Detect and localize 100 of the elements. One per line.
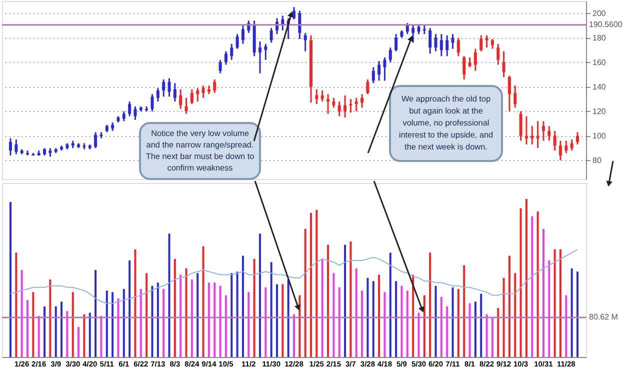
bar	[140, 288, 142, 357]
candlestick	[134, 106, 137, 121]
bar	[344, 244, 346, 357]
candlestick	[168, 77, 171, 98]
bar	[117, 298, 120, 357]
candlestick	[218, 59, 222, 74]
candlestick	[224, 50, 228, 66]
candlestick	[179, 88, 182, 110]
candlestick	[490, 38, 494, 50]
candlestick	[320, 90, 324, 102]
bar	[54, 306, 57, 357]
bar	[406, 290, 408, 357]
bar	[112, 292, 114, 357]
bar	[446, 306, 448, 357]
bar	[293, 314, 295, 357]
bar	[520, 208, 522, 357]
bar	[536, 211, 539, 357]
bar	[559, 249, 562, 357]
bar	[219, 286, 222, 357]
bar	[49, 279, 52, 357]
bar	[570, 268, 573, 357]
candlestick	[440, 33, 443, 57]
bar	[128, 260, 131, 357]
bar	[236, 272, 238, 357]
candlestick	[519, 110, 522, 142]
bar	[304, 228, 306, 357]
annotation: We approach the old top but again look at the volume, no professional interest to the upside, and the next week is down.	[398, 94, 494, 152]
bar	[134, 249, 136, 357]
candlestick	[190, 88, 194, 105]
candlestick	[236, 33, 239, 50]
annotation: Notice the very low volume and the narrow range/spread. The next bar must be down to confirm weakness	[146, 128, 255, 172]
bar	[542, 228, 544, 357]
bar	[10, 202, 12, 357]
candlestick	[548, 125, 551, 142]
candlestick	[14, 138, 18, 155]
bar	[208, 282, 210, 357]
y-tick-label: 140	[592, 82, 606, 92]
y-tick-label: 180	[592, 33, 606, 42]
candlestick	[576, 131, 579, 146]
bar	[525, 198, 528, 357]
candlestick	[150, 93, 154, 112]
candlestick	[474, 48, 477, 72]
candlestick	[417, 24, 420, 35]
bar	[457, 288, 460, 357]
candlestick	[162, 78, 166, 98]
bar	[372, 281, 374, 357]
candlestick	[338, 100, 341, 117]
candlestick	[451, 33, 454, 50]
bar	[440, 296, 442, 357]
bar	[321, 258, 324, 357]
bar	[434, 286, 437, 357]
bar	[332, 273, 335, 357]
candlestick	[270, 27, 273, 44]
bar	[248, 292, 250, 357]
candlestick	[434, 33, 438, 52]
bar	[78, 326, 80, 357]
bar	[162, 288, 165, 357]
candlestick	[564, 140, 568, 154]
bar	[474, 302, 476, 357]
bar	[554, 249, 556, 357]
bar	[156, 282, 159, 357]
bar	[196, 273, 199, 357]
bar	[361, 290, 364, 357]
bar	[190, 279, 193, 357]
candlestick	[196, 87, 200, 102]
bar	[44, 306, 46, 357]
bar	[168, 234, 170, 357]
candlestick	[156, 87, 160, 102]
bar	[480, 294, 482, 357]
candlestick	[468, 56, 472, 68]
candlestick	[558, 140, 562, 162]
y-tick-label: 160	[592, 58, 606, 67]
bar	[15, 252, 18, 357]
candlestick	[508, 75, 511, 112]
candlestick	[406, 22, 409, 35]
bar	[287, 279, 290, 357]
candlestick	[304, 32, 307, 52]
y-tick-label: 80	[592, 156, 602, 165]
y-tick-label: 120	[592, 106, 606, 116]
y-tick-label: 200	[592, 8, 606, 18]
bar	[468, 303, 471, 357]
bar	[26, 300, 29, 357]
candlestick	[496, 43, 500, 66]
candlestick	[202, 84, 205, 99]
bar	[38, 316, 40, 357]
candlestick	[383, 56, 386, 82]
bar	[214, 282, 216, 357]
bar	[282, 284, 284, 357]
bar	[389, 252, 392, 357]
bar	[378, 274, 380, 357]
bar	[94, 270, 97, 357]
candlestick	[570, 138, 574, 152]
candlestick	[446, 34, 449, 57]
candlestick	[388, 46, 392, 64]
candlestick	[128, 100, 132, 117]
bar	[258, 234, 261, 357]
bar	[66, 311, 68, 357]
bar	[270, 262, 272, 357]
bar	[384, 292, 386, 357]
candlestick	[230, 43, 234, 61]
